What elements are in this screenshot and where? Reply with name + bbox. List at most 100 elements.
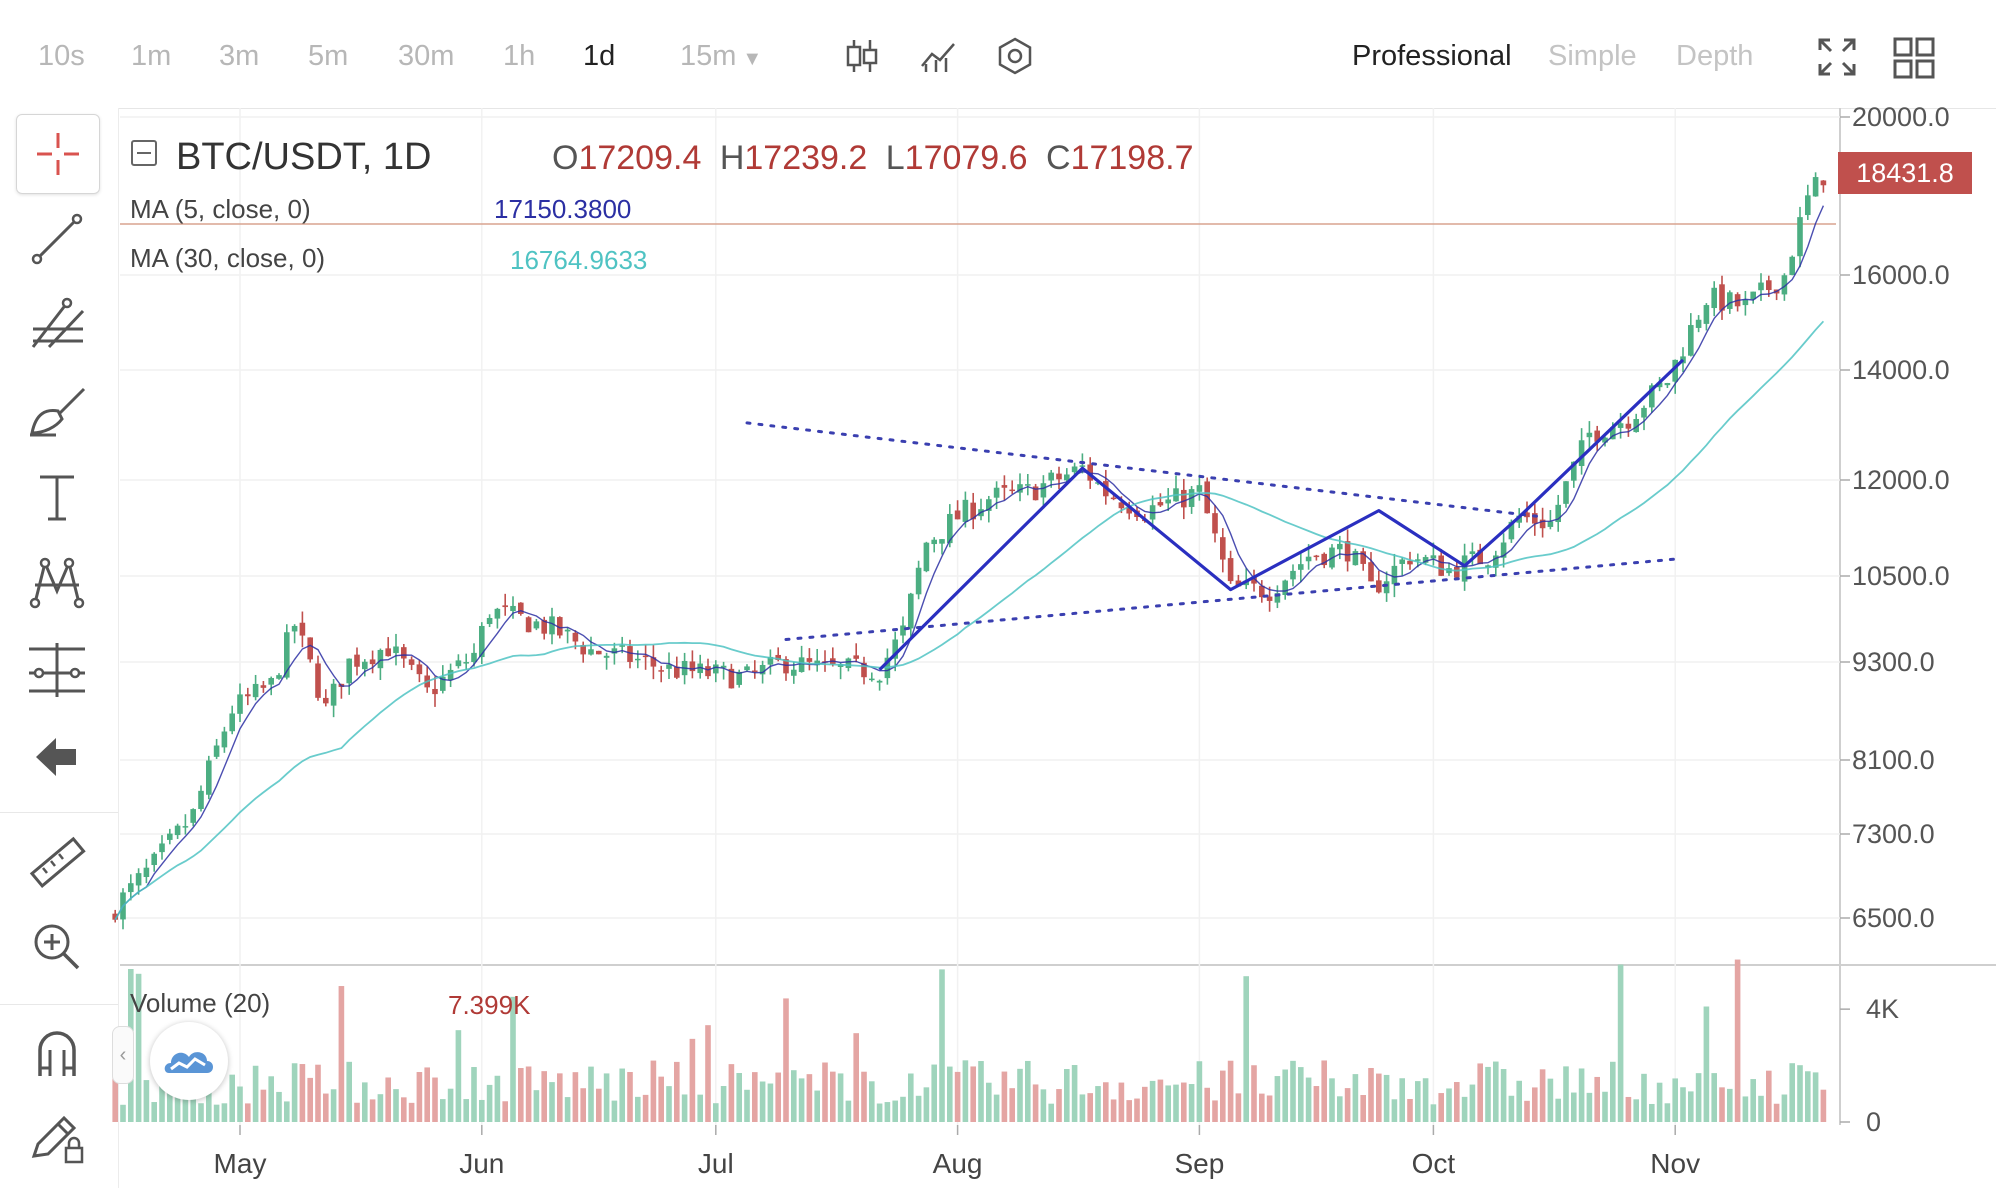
fib-tool-icon [31, 297, 85, 349]
volume-bar [1368, 1067, 1374, 1122]
volume-bar [1446, 1088, 1452, 1122]
volume-bar [892, 1100, 898, 1122]
candle-body [1376, 580, 1382, 593]
volume-bar [572, 1072, 579, 1122]
volume-bar [736, 1073, 742, 1122]
mode-professional[interactable]: Professional [1352, 40, 1512, 72]
volume-label[interactable]: Volume (20) [130, 988, 271, 1018]
volume-bar [1071, 1065, 1078, 1122]
crosshair-tool[interactable] [16, 114, 100, 194]
volume-bar [252, 1065, 259, 1122]
y-tick-label: 16000.0 [1852, 260, 1950, 290]
ma30-label[interactable]: MA (30, close, 0) [130, 243, 326, 273]
volume-bar [120, 1104, 126, 1122]
grid-layout-icon[interactable] [1892, 36, 1936, 80]
interval-1d[interactable]: 1d [583, 40, 616, 72]
fullscreen-icon[interactable] [1816, 36, 1858, 78]
volume-bar [276, 1091, 282, 1122]
candle-body [892, 639, 898, 659]
candle-body [861, 662, 867, 678]
candle-body [1797, 217, 1803, 257]
volume-bar [557, 1073, 563, 1122]
candle-body [666, 664, 672, 669]
fib-tool[interactable] [16, 286, 98, 364]
volume-bar [923, 1087, 930, 1122]
candle-body [1571, 461, 1577, 481]
candle-body [1742, 299, 1749, 306]
volume-bar [1032, 1084, 1039, 1122]
volume-bar [1118, 1082, 1125, 1122]
ma30-line [114, 320, 1825, 921]
candle-body [1688, 325, 1694, 356]
volume-bar [1789, 1063, 1795, 1122]
volume-bar [658, 1076, 664, 1122]
candle-body [1508, 521, 1515, 540]
indicator-icon[interactable] [918, 36, 958, 76]
interval-10s[interactable]: 10s [38, 40, 85, 72]
candle-body [455, 660, 462, 667]
candle-body [900, 625, 906, 636]
x-tick-label: May [214, 1148, 267, 1179]
volume-bar [908, 1073, 914, 1122]
interval-30m[interactable]: 30m [398, 40, 455, 72]
mode-depth[interactable]: Depth [1676, 40, 1754, 72]
ma5-label[interactable]: MA (5, close, 0) [130, 194, 311, 224]
volume-bar [1516, 1080, 1522, 1122]
sidebar-collapse-handle[interactable]: ‹ [112, 1026, 134, 1084]
candlestick-icon[interactable] [842, 36, 882, 76]
volume-bar [1321, 1060, 1327, 1122]
volume-bar [993, 1094, 1000, 1122]
candle-body [915, 567, 922, 595]
text-tool[interactable] [16, 458, 98, 536]
candle-body [798, 657, 805, 672]
magnet-tool[interactable] [16, 1014, 98, 1092]
volume-bar [1703, 1006, 1710, 1122]
volume-bar [939, 969, 945, 1122]
interval-1m[interactable]: 1m [131, 40, 172, 72]
back-tool[interactable] [16, 718, 98, 796]
volume-bar [1571, 1092, 1577, 1122]
volume-bar [299, 1064, 306, 1122]
candle-body [1181, 489, 1187, 508]
open-label: O [552, 139, 579, 177]
interval-1h[interactable]: 1h [503, 40, 536, 72]
pattern-tool[interactable] [16, 544, 98, 622]
volume-bar [1383, 1074, 1390, 1122]
interval-dropdown[interactable]: 15m ▼ [680, 40, 762, 73]
lock-pencil-icon [31, 1115, 84, 1164]
volume-bar [471, 1067, 477, 1122]
volume-bar [541, 1071, 547, 1122]
settings-icon[interactable] [995, 36, 1035, 76]
measure-tool[interactable] [16, 630, 98, 708]
candle-body [1602, 437, 1608, 443]
candle-body [767, 656, 774, 665]
toolbar-divider [0, 1004, 118, 1005]
candle-body [190, 809, 196, 823]
candle-body [775, 654, 781, 661]
falling-resistance-line [745, 421, 1545, 519]
brush-tool[interactable] [16, 372, 98, 450]
candle-body [299, 622, 306, 636]
candle-body [1703, 305, 1710, 324]
candle-body [447, 669, 454, 680]
interval-3m[interactable]: 3m [219, 40, 260, 72]
mode-simple[interactable]: Simple [1548, 40, 1637, 72]
candle-body [596, 650, 602, 655]
interval-5m[interactable]: 5m [308, 40, 349, 72]
candle-body [619, 645, 625, 647]
candle-body [307, 637, 313, 660]
volume-bar [1181, 1082, 1187, 1122]
volume-bar [603, 1073, 610, 1122]
lock-drawings-tool[interactable] [16, 1098, 98, 1176]
volume-bar [307, 1077, 313, 1122]
trend-line-tool[interactable] [16, 200, 98, 278]
ruler-tool[interactable] [16, 824, 98, 902]
collapse-legend-button[interactable] [131, 140, 157, 166]
low-label: L [885, 139, 905, 177]
candle-body [1227, 558, 1234, 582]
volume-bar [791, 1070, 797, 1122]
zoom-tool[interactable] [16, 908, 98, 986]
candle-body [1633, 418, 1639, 433]
volume-bar [151, 1102, 157, 1122]
